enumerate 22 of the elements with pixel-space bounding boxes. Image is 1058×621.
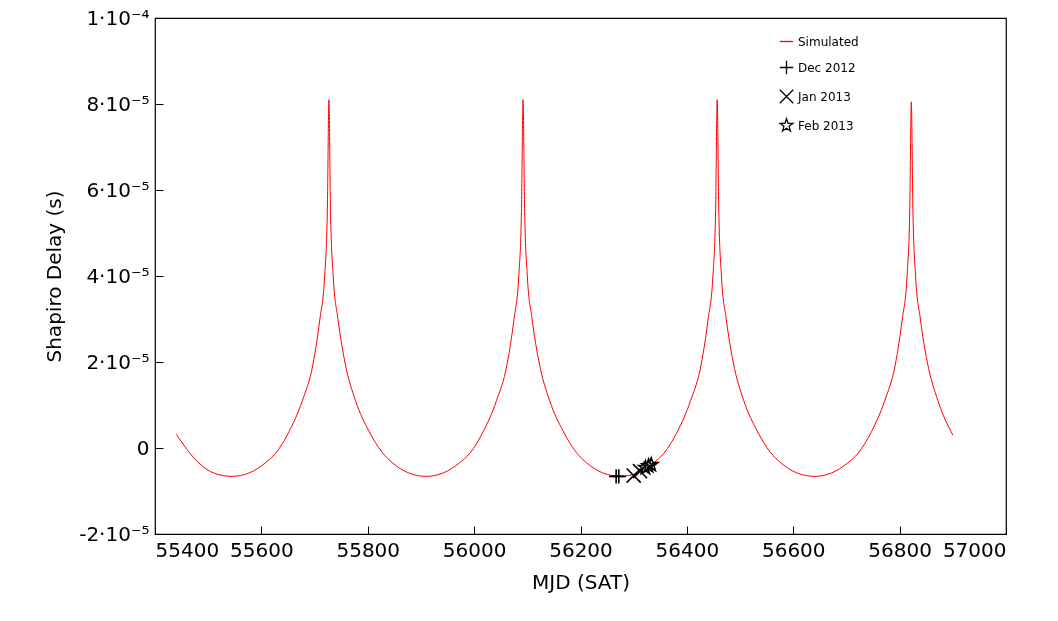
x-tick-label: 55400 [155, 537, 220, 562]
y-tick-label: -2·10⁻⁵ [79, 521, 150, 546]
y-tick-label: 1·10⁻⁴ [86, 5, 150, 30]
x-tick-label: 55800 [336, 537, 401, 562]
y-tick-label: 4·10⁻⁵ [86, 263, 150, 288]
legend-label: Feb 2013 [798, 118, 854, 133]
x-tick-label: 56400 [655, 537, 720, 562]
y-tick-label: 6·10⁻⁵ [86, 177, 150, 202]
x-tick-label: 57000 [942, 537, 1007, 562]
x-tick-label: 55600 [230, 537, 294, 562]
y-axis-title: Shapiro Delay (s) [42, 190, 67, 363]
x-axis-title: MJD (SAT) [532, 569, 630, 594]
legend-label: Jan 2013 [797, 89, 851, 104]
x-tick-label: 56200 [549, 537, 613, 562]
y-tick-label: 2·10⁻⁵ [86, 349, 150, 374]
y-tick-label: 0 [136, 435, 150, 460]
y-tick-label: 8·10⁻⁵ [86, 91, 150, 116]
x-tick-label: 56800 [868, 537, 932, 562]
x-tick-label: 56600 [761, 537, 826, 562]
x-tick-label: 56000 [442, 537, 507, 562]
legend-label: Simulated [798, 34, 859, 49]
legend-label: Dec 2012 [798, 60, 856, 75]
